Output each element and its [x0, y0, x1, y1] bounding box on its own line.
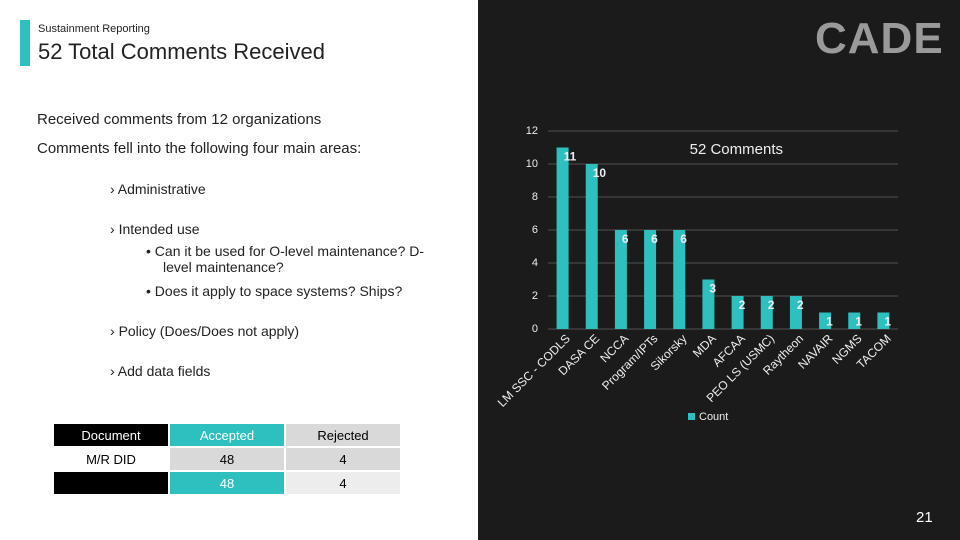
data-label: 3 — [709, 282, 716, 296]
bullet-text: Can it be used for O-level maintenance? … — [154, 243, 425, 275]
data-label: 2 — [739, 298, 746, 312]
text: Comments fell into the following four ma… — [37, 140, 362, 157]
cell: 4 — [286, 472, 400, 494]
sub-bullet: • Does it apply to space systems? Ships? — [146, 283, 403, 299]
bar — [702, 279, 715, 329]
annotation: 52 Comments — [690, 141, 783, 158]
bullet: › Add data fields — [110, 363, 211, 379]
cell — [54, 472, 168, 494]
data-label: 10 — [593, 166, 607, 180]
cell: 4 — [286, 448, 400, 470]
cell: M/R DID — [54, 448, 168, 470]
slide-title: 52 Total Comments Received — [38, 39, 325, 64]
bar — [877, 312, 890, 329]
bar — [789, 296, 802, 329]
bar — [644, 230, 657, 329]
sub-bullet: • Can it be used for O-level maintenance… — [146, 243, 425, 275]
data-label: 6 — [622, 232, 629, 246]
bullet: › Policy (Does/Does not apply) — [110, 323, 300, 339]
data-label: 1 — [884, 315, 891, 329]
accent-bar — [20, 20, 30, 66]
y-tick-label: 6 — [532, 224, 538, 236]
y-tick-label: 4 — [532, 257, 538, 269]
header-cell: Rejected — [286, 424, 400, 446]
legend-label: Count — [699, 411, 728, 423]
bar — [731, 296, 744, 329]
y-tick-label: 8 — [532, 191, 538, 203]
bullet-text: Policy (Does/Does not apply) — [118, 323, 300, 339]
bullet-text: Does it apply to space systems? Ships? — [154, 283, 403, 299]
bar — [614, 230, 627, 329]
y-tick-label: 0 — [532, 323, 538, 335]
data-label: 11 — [564, 150, 577, 164]
legend-swatch — [688, 413, 695, 420]
y-tick-label: 12 — [526, 125, 538, 137]
y-tick-label: 2 — [532, 290, 538, 302]
text: Received comments from 12 organizations — [37, 111, 322, 128]
bullet: › Intended use — [110, 221, 200, 237]
data-label: 1 — [855, 315, 862, 329]
data-label: 6 — [651, 232, 658, 246]
y-tick-label: 10 — [526, 158, 538, 170]
header-cell: Accepted — [170, 424, 284, 446]
bar — [673, 230, 686, 329]
data-label: 6 — [680, 232, 687, 246]
bullet-text: Intended use — [118, 221, 200, 237]
bar — [760, 296, 773, 329]
table: Document Accepted Rejected M/R DID 48 4 … — [52, 422, 402, 496]
bar — [556, 147, 569, 329]
data-label: 2 — [797, 298, 804, 312]
data-label: 2 — [768, 298, 775, 312]
bar — [585, 164, 598, 329]
bullet-text: Administrative — [117, 181, 206, 197]
bullet: › Administrative — [110, 181, 206, 197]
bullet-text: Add data fields — [117, 363, 211, 379]
bar — [819, 312, 832, 329]
bar — [848, 312, 861, 329]
cell: 48 — [170, 448, 284, 470]
kicker: Sustainment Reporting — [38, 23, 150, 35]
header-cell: Document — [54, 424, 168, 446]
page-number: 21 — [916, 509, 933, 526]
logo: CADE — [815, 14, 944, 63]
data-label: 1 — [826, 315, 833, 329]
cell: 48 — [170, 472, 284, 494]
